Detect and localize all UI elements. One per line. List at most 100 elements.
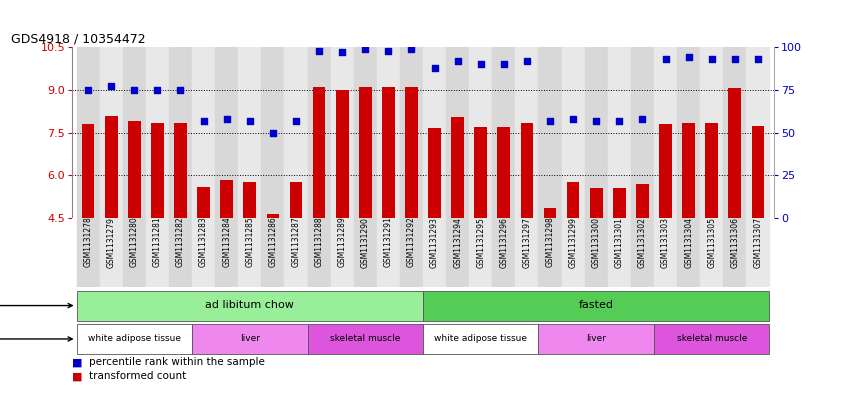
Bar [307, 218, 331, 287]
Bar [174, 123, 187, 218]
Bar [215, 47, 239, 218]
Bar [515, 47, 539, 218]
Point [751, 56, 765, 62]
Text: liver: liver [586, 334, 607, 343]
Bar [751, 125, 764, 218]
Bar [382, 87, 395, 218]
Text: GDS4918 / 10354472: GDS4918 / 10354472 [11, 33, 146, 46]
Point [520, 58, 534, 64]
Bar [451, 117, 464, 218]
Bar [289, 182, 302, 218]
Point [705, 56, 718, 62]
Bar [654, 218, 677, 287]
Bar [423, 324, 539, 354]
Bar [244, 182, 256, 218]
Bar [197, 187, 210, 218]
Bar [376, 47, 400, 218]
Bar [284, 218, 307, 287]
Bar [470, 47, 492, 218]
Bar [423, 47, 446, 218]
Bar [682, 123, 695, 218]
Bar [76, 324, 192, 354]
Bar [354, 218, 376, 287]
Bar [706, 123, 718, 218]
Bar [539, 324, 654, 354]
Bar [76, 47, 100, 218]
Bar [192, 218, 215, 287]
Bar [520, 123, 533, 218]
Bar [631, 47, 654, 218]
Point [173, 87, 187, 93]
Bar [562, 218, 585, 287]
Text: skeletal muscle: skeletal muscle [330, 334, 400, 343]
Text: liver: liver [239, 334, 260, 343]
Bar [700, 218, 723, 287]
Point [404, 46, 418, 52]
Bar [423, 218, 446, 287]
Point [543, 118, 557, 124]
Bar [631, 218, 654, 287]
Bar [590, 188, 602, 218]
Point [382, 48, 395, 54]
Point [359, 46, 372, 52]
Bar [607, 47, 631, 218]
Point [728, 56, 742, 62]
Bar [636, 184, 649, 218]
Bar [700, 47, 723, 218]
Bar [128, 121, 140, 218]
Bar [146, 47, 169, 218]
Bar [585, 218, 607, 287]
Text: ■: ■ [72, 358, 82, 367]
Bar [746, 47, 770, 218]
Text: percentile rank within the sample: percentile rank within the sample [89, 358, 265, 367]
Bar [105, 116, 118, 218]
Bar [266, 214, 279, 218]
Point [335, 49, 349, 55]
Bar [336, 90, 349, 218]
Bar [169, 218, 192, 287]
Bar [585, 47, 607, 218]
Bar [492, 218, 515, 287]
Bar [100, 218, 123, 287]
Bar [400, 47, 423, 218]
Bar [307, 324, 423, 354]
Bar [446, 218, 470, 287]
Bar [544, 208, 557, 218]
Point [428, 64, 442, 71]
Bar [192, 324, 307, 354]
Text: tissue: tissue [0, 334, 72, 344]
Point [151, 87, 164, 93]
Bar [423, 290, 770, 321]
Point [566, 116, 580, 122]
Bar [654, 47, 677, 218]
Text: fasted: fasted [579, 300, 613, 310]
Bar [284, 47, 307, 218]
Bar [539, 218, 562, 287]
Bar [220, 180, 233, 218]
Bar [723, 218, 746, 287]
Bar [82, 124, 95, 218]
Point [682, 54, 695, 61]
Bar [515, 218, 539, 287]
Bar [76, 218, 100, 287]
Text: white adipose tissue: white adipose tissue [434, 334, 527, 343]
Bar [307, 47, 331, 218]
Point [659, 56, 673, 62]
Bar [76, 290, 423, 321]
Bar [313, 87, 326, 218]
Point [451, 58, 464, 64]
Bar [192, 47, 215, 218]
Bar [151, 123, 164, 218]
Bar [446, 47, 470, 218]
Bar [567, 182, 580, 218]
Text: white adipose tissue: white adipose tissue [88, 334, 181, 343]
Bar [405, 87, 418, 218]
Bar [497, 127, 510, 218]
Point [81, 87, 95, 93]
Point [289, 118, 303, 124]
Bar [123, 218, 146, 287]
Bar [677, 47, 700, 218]
Bar [239, 218, 261, 287]
Bar [654, 324, 770, 354]
Point [104, 83, 118, 90]
